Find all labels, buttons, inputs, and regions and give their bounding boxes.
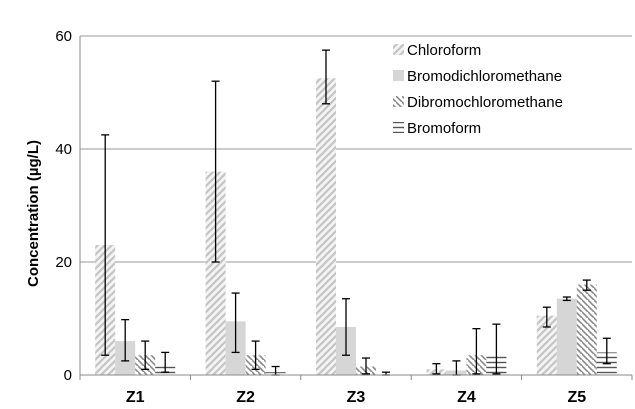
x-tick-label: Z2 [236,389,255,406]
x-tick-label: Z5 [567,389,586,406]
legend-label: Chloroform [407,42,481,59]
y-axis-title: Concentration (µg/L) [25,140,42,287]
legend-label: Bromoform [407,120,481,137]
error-bar [211,80,220,263]
error-bar [322,49,330,105]
error-bar [141,340,150,371]
error-bar [161,351,170,373]
y-tick-label: 0 [64,367,72,384]
bar [556,298,577,375]
legend-entry: Dibromochloromethane [393,94,563,111]
legend-label: Bromodichloromethane [407,68,562,85]
error-bar [582,279,591,291]
x-tick-label: Z4 [457,389,476,406]
error-bar [231,292,240,354]
bar [536,315,557,375]
error-bar [121,318,130,362]
legend-swatch [393,122,404,133]
error-bar [101,134,110,356]
bar [576,284,597,375]
error-bar [602,337,611,365]
y-tick-label: 40 [55,141,72,158]
legend-swatch [393,70,404,81]
gridlines [80,35,632,263]
error-bar [362,357,370,375]
y-tick-label: 60 [55,28,72,45]
error-bar [342,298,350,356]
legend-entry: Bromodichloromethane [393,68,562,85]
bar [316,78,336,375]
legend-entry: Bromoform [393,120,481,137]
error-bar [472,328,481,375]
error-bar [251,340,260,371]
error-bar [542,306,551,328]
legend-swatch [393,44,404,55]
y-tick-label: 20 [55,254,72,271]
x-tick-label: Z3 [347,389,366,406]
error-bar [492,323,501,375]
legend: Chloroform Bromodichloromethane Dibromochl… [393,42,563,137]
x-tick-label: Z1 [126,389,145,406]
legend-entry: Chloroform [393,42,481,59]
axes: 0 20 40 60 Concentration (µg/L) Z1 Z2 Z3 Z4 Z5 [25,28,633,406]
bars [95,78,617,375]
bar [205,171,226,375]
legend-label: Dibromochloromethane [407,94,563,111]
legend-swatch [393,96,404,107]
error-bar [432,363,441,375]
error-bar [562,296,571,302]
